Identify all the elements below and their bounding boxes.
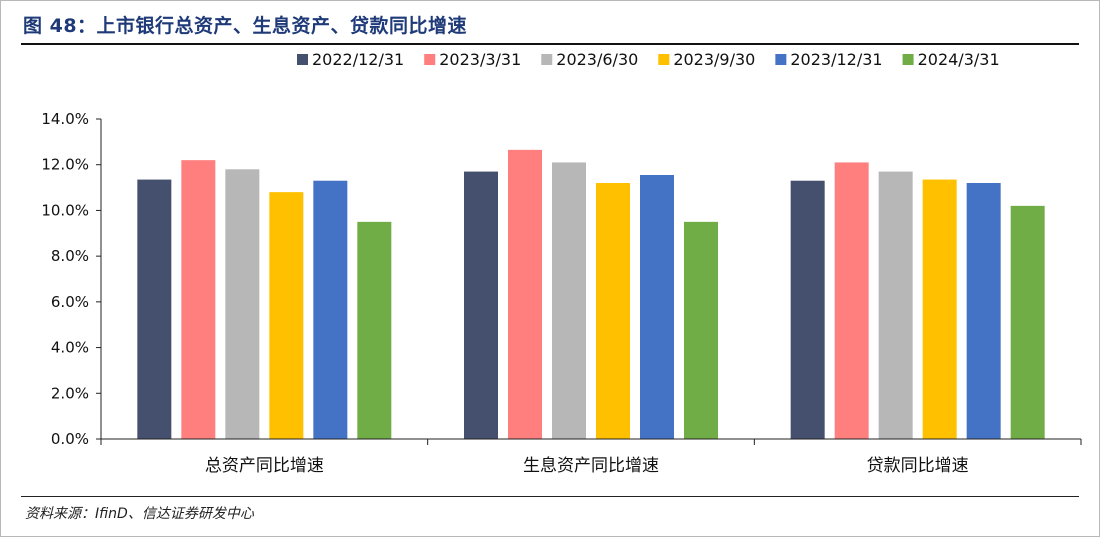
- legend: 2022/12/31 2023/3/31 2023/6/30 2023/9/30 202…: [297, 50, 1000, 69]
- legend-entry-label: 2024/3/31: [918, 50, 1000, 69]
- y-tick-label: 12.0%: [41, 156, 89, 174]
- y-tick-label: 4.0%: [51, 339, 89, 357]
- bars: [137, 149, 1045, 440]
- y-axis: 0.0% 2.0% 4.0% 6.0% 8.0% 10.0% 12.0% 14.0%: [41, 110, 102, 448]
- legend-entry-label: 2023/6/30: [556, 50, 638, 69]
- legend-entry-label: 2022/12/31: [312, 50, 404, 69]
- bar: [834, 162, 869, 439]
- legend-entry-label: 2023/9/30: [673, 50, 755, 69]
- bar: [181, 160, 216, 439]
- bar: [313, 180, 348, 439]
- bar: [878, 171, 913, 440]
- x-category-label: 贷款同比增速: [867, 456, 969, 476]
- y-tick-label: 0.0%: [51, 430, 89, 448]
- bar: [922, 179, 957, 440]
- title-rule: [21, 43, 1079, 45]
- bar: [357, 221, 392, 439]
- y-tick-label: 10.0%: [41, 201, 89, 219]
- legend-entry-label: 2023/3/31: [439, 50, 521, 69]
- y-tick-label: 2.0%: [51, 384, 89, 402]
- y-tick-label: 14.0%: [41, 110, 89, 128]
- legend-swatch: [297, 54, 308, 65]
- bar: [508, 149, 542, 439]
- bar: [640, 175, 674, 439]
- bar: [225, 169, 260, 440]
- legend-swatch: [658, 54, 670, 65]
- x-category-label: 总资产同比增速: [205, 456, 324, 476]
- source-note: 资料来源：IfinD、信达证券研发中心: [25, 506, 254, 522]
- x-category-label: 生息资产同比增速: [523, 456, 659, 476]
- figure-title: 图 48：上市银行总资产、生息资产、贷款同比增速: [23, 15, 468, 37]
- bar: [464, 171, 498, 440]
- bar: [1010, 205, 1045, 439]
- legend-swatch: [902, 54, 914, 65]
- y-tick-label: 6.0%: [51, 293, 89, 311]
- bar: [790, 180, 825, 439]
- x-axis: 总资产同比增速 生息资产同比增速 贷款同比增速: [100, 438, 1082, 476]
- bar: [596, 183, 630, 439]
- bar: [966, 183, 1001, 439]
- bar: [269, 192, 304, 439]
- bar: [552, 162, 586, 439]
- bar: [684, 221, 718, 439]
- legend-swatch: [424, 54, 436, 65]
- source-rule: [21, 496, 1079, 497]
- legend-entry-label: 2023/12/31: [790, 50, 882, 69]
- y-tick-label: 8.0%: [51, 247, 89, 265]
- legend-swatch: [541, 54, 553, 65]
- legend-swatch: [775, 54, 787, 65]
- bar: [137, 179, 172, 440]
